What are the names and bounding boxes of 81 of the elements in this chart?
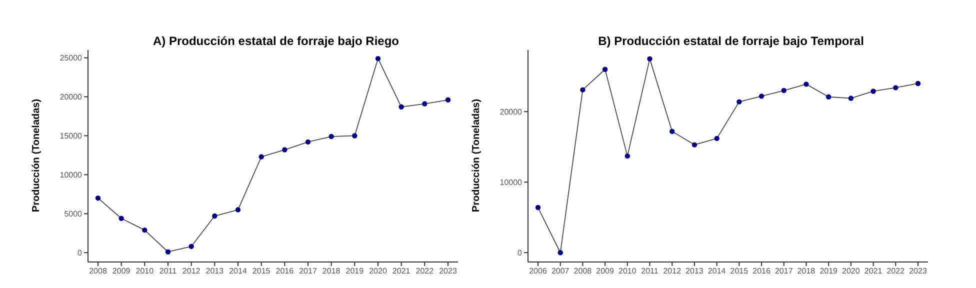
x-tick-label: 2022 [886,266,906,276]
y-axis-title: Producción (Toneladas) [472,98,483,212]
y-tick-label: 20000 [500,108,523,117]
x-tick-label: 2017 [299,266,318,276]
y-tick-label: 10000 [60,170,83,180]
x-tick-label: 2011 [641,266,659,276]
chart-title: A) Producción estatal de forraje bajo Riego [152,34,400,48]
point [95,195,101,201]
point [848,96,854,101]
x-tick-label: 2013 [686,266,704,276]
point [758,94,764,99]
y-tick-label: 20000 [60,92,83,102]
point [212,213,218,219]
x-tick-label: 2023 [909,266,928,276]
x-tick-label: 2020 [369,266,388,276]
x-tick-label: 2023 [439,266,458,276]
x-tick-label: 2015 [730,266,749,276]
x-tick-label: 2018 [322,266,341,276]
point [165,249,171,254]
point [736,99,742,104]
point [602,66,608,72]
x-tick-label: 2011 [159,266,178,276]
point [558,250,563,256]
point [692,142,698,148]
x-tick-label: 2010 [136,266,154,276]
point [781,88,786,94]
point [375,56,381,62]
x-tick-label: 2006 [529,266,548,276]
x-tick-label: 2019 [820,266,838,276]
x-tick-label: 2021 [392,266,411,276]
point [915,80,921,86]
point [398,104,404,110]
point [422,101,428,106]
point [328,134,334,140]
x-tick-label: 2022 [416,266,434,276]
y-axis-title: Producción (Toneladas) [32,98,43,212]
x-tick-label: 2013 [206,266,224,276]
point [870,88,876,94]
point [893,85,898,90]
point [305,139,311,145]
x-tick-label: 2012 [663,266,682,276]
x-tick-label: 2007 [551,266,570,276]
x-tick-label: 2016 [276,266,294,276]
point [142,227,148,233]
point [188,244,194,250]
point [445,97,451,102]
x-tick-label: 2018 [797,266,816,276]
x-tick-label: 2012 [182,266,201,276]
x-tick-label: 2008 [89,266,108,276]
x-tick-label: 2016 [752,266,771,276]
y-tick-label: 0 [78,248,83,258]
point [282,147,288,152]
point [714,136,720,142]
y-tick-label: 5000 [64,210,83,219]
x-tick-label: 2009 [112,266,131,276]
point [352,133,358,138]
y-tick-label: 10000 [500,178,523,187]
x-tick-label: 2014 [229,266,248,276]
point [670,128,675,134]
x-tick-label: 2017 [774,266,794,276]
x-tick-label: 2019 [346,266,364,276]
x-tick-label: 2020 [842,266,860,276]
point [258,154,264,160]
point [118,216,124,221]
y-tick-label: 15000 [60,132,83,141]
x-tick-label: 2009 [596,266,615,276]
x-tick-label: 2014 [708,266,726,276]
y-tick-label: 0 [518,248,523,258]
point [580,87,586,92]
point [235,207,241,212]
point [826,94,832,100]
x-tick-label: 2021 [864,266,883,276]
chart-title: B) Producción estatal de forraje bajo Temporal [597,34,865,48]
point [804,82,809,87]
point [535,204,541,210]
point [624,153,630,159]
x-tick-label: 2015 [252,266,271,276]
point [647,56,652,62]
y-tick-label: 25000 [60,54,83,63]
x-tick-label: 2008 [574,266,592,276]
x-tick-label: 2010 [618,266,637,276]
